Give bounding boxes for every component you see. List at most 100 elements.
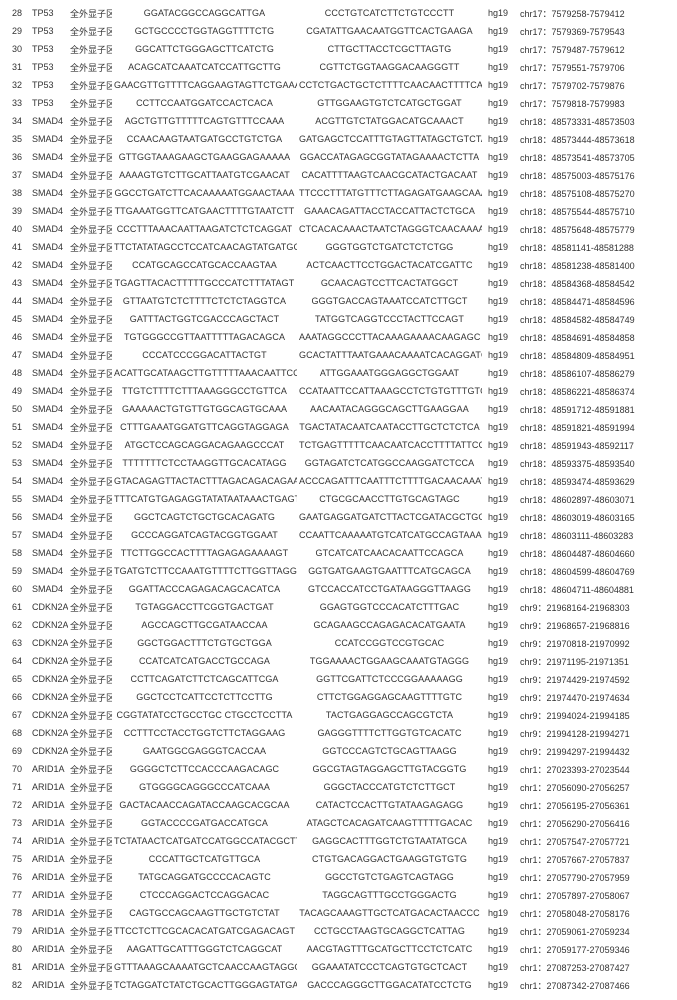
cell-ref: hg19 — [482, 472, 514, 490]
cell-ref: hg19 — [482, 706, 514, 724]
cell-seq2: TAGGCAGTTTGCCTGGGACTG — [297, 886, 482, 904]
cell-idx: 30 — [8, 40, 30, 58]
cell-ref: hg19 — [482, 418, 514, 436]
cell-loc: chr17：7579487-7579612 — [514, 40, 669, 58]
cell-gene: TP53 — [30, 76, 68, 94]
cell-idx: 65 — [8, 670, 30, 688]
cell-loc: chr17：7579702-7579876 — [514, 76, 669, 94]
cell-loc: chr9：21968657-21968816 — [514, 616, 669, 634]
cell-idx: 37 — [8, 166, 30, 184]
cell-loc: chr18：48591712-48591881 — [514, 400, 669, 418]
cell-gene: SMAD4 — [30, 256, 68, 274]
cell-loc: chr17：7579369-7579543 — [514, 22, 669, 40]
cell-seq2: ACCCAGATTTCAATTTCTTTTGACAACAAAT — [297, 472, 482, 490]
cell-seq1: ACATTGCATAAGCTTGTTTTTAAACAATTCC — [112, 364, 297, 382]
cell-reg: 全外显子区 — [68, 634, 112, 652]
cell-reg: 全外显子区 — [68, 148, 112, 166]
table-row: 80ARID1A全外显子区AAGATTGCATTTGGGTCTCAGGCATAA… — [8, 940, 669, 958]
cell-ref: hg19 — [482, 76, 514, 94]
table-row: 38SMAD4全外显子区GGCCTGATCTTCACAAAAATGGAACTAA… — [8, 184, 669, 202]
table-row: 56SMAD4全外显子区GGCTCAGTCTGCTGCACAGATGGAATGA… — [8, 508, 669, 526]
cell-seq2: TTCCCTTTATGTTTCTTAGAGATGAAGCAAA — [297, 184, 482, 202]
cell-ref: hg19 — [482, 922, 514, 940]
cell-loc: chr1：27023393-27023544 — [514, 760, 669, 778]
cell-seq2: GGAAATATCCCTCAGTGTGCTCACT — [297, 958, 482, 976]
cell-gene: SMAD4 — [30, 202, 68, 220]
cell-seq2: CGTTCTGGTAAGGACAAGGGTT — [297, 58, 482, 76]
cell-seq2: GGCCTGTCTGAGTCAGTAGG — [297, 868, 482, 886]
table-row: 78ARID1A全外显子区CAGTGCCAGCAAGTTGCTGTCTATTAC… — [8, 904, 669, 922]
cell-loc: chr18：48575544-48575710 — [514, 202, 669, 220]
cell-idx: 43 — [8, 274, 30, 292]
table-row: 51SMAD4全外显子区CTTTGAAATGGATGTTCAGGTAGGAGAT… — [8, 418, 669, 436]
cell-gene: SMAD4 — [30, 112, 68, 130]
cell-idx: 50 — [8, 400, 30, 418]
cell-ref: hg19 — [482, 40, 514, 58]
cell-loc: chr1：27087342-27087466 — [514, 976, 669, 994]
cell-reg: 全外显子区 — [68, 562, 112, 580]
cell-gene: SMAD4 — [30, 310, 68, 328]
cell-seq1: GTTTAAAGCAAAATGCTCAACCAAGTAGGG — [112, 958, 297, 976]
cell-gene: TP53 — [30, 40, 68, 58]
cell-reg: 全外显子区 — [68, 382, 112, 400]
cell-seq2: AAATAGGCCCTTACAAAGAAAACAAGAGC — [297, 328, 482, 346]
table-row: 79ARID1A全外显子区TTCCTCTTCGCACACATGATCGAGACA… — [8, 922, 669, 940]
cell-seq2: GGGTGGTCTGATCTCTCTGG — [297, 238, 482, 256]
cell-seq2: GAATGAGGATGATCTTACTCGATACGCTGGA — [297, 508, 482, 526]
cell-seq1: AGCCAGCTTGCGATAACCAA — [112, 616, 297, 634]
cell-ref: hg19 — [482, 400, 514, 418]
cell-seq2: CCAATTCAAAAATGTCATCATGCCAGTAAA — [297, 526, 482, 544]
cell-ref: hg19 — [482, 904, 514, 922]
cell-idx: 58 — [8, 544, 30, 562]
table-row: 45SMAD4全外显子区GATTTACTGGTCGACCCAGCTACTTATG… — [8, 310, 669, 328]
cell-idx: 33 — [8, 94, 30, 112]
cell-reg: 全外显子区 — [68, 958, 112, 976]
table-row: 74ARID1A全外显子区TCTATAACTCATGATCCATGGCCATAC… — [8, 832, 669, 850]
cell-reg: 全外显子区 — [68, 760, 112, 778]
cell-ref: hg19 — [482, 148, 514, 166]
cell-seq2: GGGTGACCAGTAAATCCATCTTGCT — [297, 292, 482, 310]
cell-loc: chr17：7579258-7579412 — [514, 4, 669, 22]
cell-seq1: GGCCTGATCTTCACAAAAATGGAACTAAA — [112, 184, 297, 202]
cell-seq2: GGAGTGGTCCCACATCTTTGAC — [297, 598, 482, 616]
cell-ref: hg19 — [482, 580, 514, 598]
cell-gene: ARID1A — [30, 814, 68, 832]
cell-idx: 70 — [8, 760, 30, 778]
table-row: 81ARID1A全外显子区GTTTAAAGCAAAATGCTCAACCAAGTA… — [8, 958, 669, 976]
cell-idx: 66 — [8, 688, 30, 706]
cell-seq2: ATAGCTCACAGATCAAGTTTTTGACAC — [297, 814, 482, 832]
cell-loc: chr9：21994128-21994271 — [514, 724, 669, 742]
table-row: 65CDKN2A全外显子区CCTTCAGATCTTCTCAGCATTCGAGGT… — [8, 670, 669, 688]
cell-reg: 全外显子区 — [68, 544, 112, 562]
cell-loc: chr18：48584471-48584596 — [514, 292, 669, 310]
cell-loc: chr18：48604599-48604769 — [514, 562, 669, 580]
cell-reg: 全外显子区 — [68, 274, 112, 292]
cell-loc: chr1：27059061-27059234 — [514, 922, 669, 940]
cell-gene: CDKN2A — [30, 652, 68, 670]
cell-gene: CDKN2A — [30, 616, 68, 634]
cell-gene: SMAD4 — [30, 130, 68, 148]
cell-seq1: GAAAAACTGTGTTGTGGCAGTGCAAA — [112, 400, 297, 418]
cell-loc: chr18：48584691-48584858 — [514, 328, 669, 346]
cell-reg: 全外显子区 — [68, 490, 112, 508]
cell-idx: 51 — [8, 418, 30, 436]
cell-seq1: GGATACGGCCAGGCATTGA — [112, 4, 297, 22]
table-row: 52SMAD4全外显子区ATGCTCCAGCAGGACAGAAGCCCATTCT… — [8, 436, 669, 454]
cell-seq1: GGCTGGACTTTCTGTGCTGGA — [112, 634, 297, 652]
cell-reg: 全外显子区 — [68, 292, 112, 310]
cell-reg: 全外显子区 — [68, 94, 112, 112]
cell-ref: hg19 — [482, 634, 514, 652]
cell-gene: CDKN2A — [30, 724, 68, 742]
table-row: 41SMAD4全外显子区TTCTATATAGCCTCCATCAACAGTATGA… — [8, 238, 669, 256]
cell-reg: 全外显子区 — [68, 112, 112, 130]
cell-gene: ARID1A — [30, 976, 68, 994]
cell-loc: chr18：48593474-48593629 — [514, 472, 669, 490]
cell-loc: chr18：48573444-48573618 — [514, 130, 669, 148]
cell-gene: SMAD4 — [30, 400, 68, 418]
cell-gene: SMAD4 — [30, 274, 68, 292]
cell-idx: 61 — [8, 598, 30, 616]
cell-seq2: GCAGAAGCCAGAGACACATGAATA — [297, 616, 482, 634]
cell-seq2: CGATATTGAACAATGGTTCACTGAAGA — [297, 22, 482, 40]
cell-seq2: GTCATCATCAACACAATTCCAGCA — [297, 544, 482, 562]
table-row: 82ARID1A全外显子区TCTAGGATCTATCTGCACTTGGGAGTA… — [8, 976, 669, 994]
